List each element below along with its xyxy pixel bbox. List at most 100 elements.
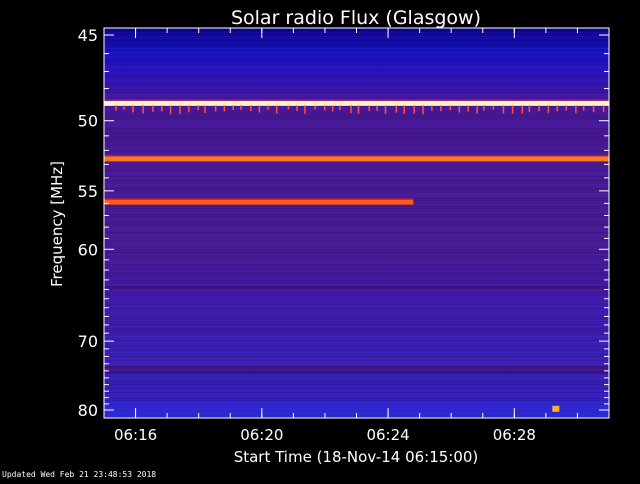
spike — [440, 105, 442, 111]
noise-row — [104, 216, 609, 217]
spike — [368, 105, 370, 111]
spike — [339, 105, 341, 111]
spike — [431, 105, 433, 111]
noise-row — [104, 56, 609, 57]
noise-row — [104, 332, 609, 333]
spike — [331, 105, 334, 112]
spike — [123, 105, 125, 110]
noise-row — [104, 244, 609, 245]
noise-row — [104, 146, 609, 147]
emission-line-48_9 — [104, 100, 609, 106]
noise-row — [104, 266, 609, 267]
y-tick-label: 50 — [78, 112, 98, 131]
noise-row — [104, 350, 609, 351]
spike — [592, 105, 595, 113]
noise-row — [104, 364, 609, 365]
noise-row — [104, 312, 609, 313]
noise-row — [104, 234, 609, 235]
noise-row — [104, 230, 609, 231]
plot-area: 45 50 55 60 70 80 06:16 06:20 06:24 06:28 — [78, 26, 610, 444]
spike — [449, 105, 452, 111]
noise-row — [104, 184, 609, 185]
spike — [565, 105, 567, 111]
noise-row — [104, 318, 609, 319]
x-axis-label: Start Time (18-Nov-14 06:15:00) — [234, 448, 479, 466]
spike — [384, 105, 387, 114]
noise-row — [104, 90, 609, 91]
spike — [476, 105, 478, 114]
noise-row — [104, 284, 609, 285]
noise-row — [104, 370, 609, 371]
noise-row — [104, 214, 609, 215]
noise-row — [104, 384, 609, 385]
noise-row — [104, 208, 609, 209]
y-axis-label: Frequency [MHz] — [48, 161, 66, 287]
spike — [250, 105, 252, 112]
spike — [467, 105, 469, 112]
spike — [240, 105, 242, 110]
noise-row — [104, 48, 609, 49]
spike — [161, 105, 163, 112]
noise-row — [104, 92, 609, 93]
noise-row — [104, 314, 609, 315]
noise-row — [104, 222, 609, 223]
chart-title: Solar radio Flux (Glasgow) — [231, 7, 481, 29]
noise-row — [104, 194, 609, 195]
noise-row — [104, 42, 609, 43]
spike — [483, 105, 485, 111]
noise-row — [104, 396, 609, 397]
spike — [413, 105, 415, 114]
noise-row — [104, 176, 609, 177]
noise-row — [104, 98, 609, 99]
noise-row — [104, 84, 609, 85]
noise-row — [104, 240, 609, 241]
emission-edge — [104, 99, 609, 101]
noise-row — [104, 282, 609, 283]
spike — [528, 105, 531, 113]
noise-row — [104, 290, 609, 291]
noise-row — [104, 36, 609, 37]
noise-row — [104, 272, 609, 273]
spike — [357, 105, 360, 114]
noise-row — [104, 68, 609, 69]
noise-row — [104, 210, 609, 211]
noise-row — [104, 254, 609, 255]
spike — [422, 105, 424, 115]
noise-row — [104, 130, 609, 131]
noise-row — [104, 306, 609, 307]
noise-row — [104, 134, 609, 135]
noise-row — [104, 170, 609, 171]
x-tick-label: 06:16 — [114, 426, 157, 444]
spike — [232, 105, 234, 110]
noise-row — [104, 274, 609, 275]
noise-row — [104, 400, 609, 401]
noise-row — [104, 54, 609, 55]
noise-row — [104, 80, 609, 81]
spike — [152, 105, 154, 112]
noise-row — [104, 168, 609, 169]
noise-row — [104, 180, 609, 181]
noise-row — [104, 178, 609, 179]
spike — [296, 105, 298, 111]
spike — [115, 105, 117, 111]
noise-row — [104, 392, 609, 393]
noise-row — [104, 136, 609, 137]
noise-row — [104, 44, 609, 45]
noise-row — [104, 360, 609, 361]
noise-row — [104, 74, 609, 75]
noise-row — [104, 258, 609, 259]
noise-row — [104, 278, 609, 279]
noise-row — [104, 140, 609, 141]
spike — [502, 105, 505, 114]
spike — [323, 105, 326, 111]
noise-row — [104, 66, 609, 67]
noise-row — [104, 246, 609, 247]
spike — [132, 105, 134, 113]
noise-row — [104, 166, 609, 167]
noise-row — [104, 118, 609, 119]
noise-row — [104, 154, 609, 155]
noise-row — [104, 164, 609, 165]
noise-row — [104, 276, 609, 277]
noise-row — [104, 336, 609, 337]
